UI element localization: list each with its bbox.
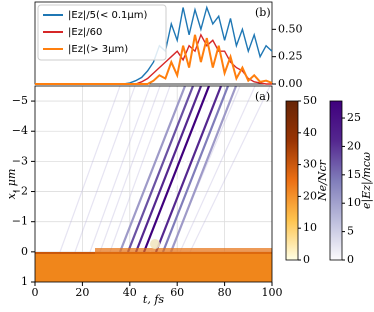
x-tick-label: 20 — [75, 286, 89, 299]
colorbar-tick-label: 0 — [347, 253, 354, 266]
legend-label: |Ez|/60 — [68, 27, 102, 38]
x-tick-label: 100 — [262, 286, 283, 299]
x-tick-label: 80 — [218, 286, 232, 299]
colorbar — [285, 100, 299, 261]
y-tick-label: 0.25 — [278, 50, 303, 63]
y-tick-label: 1 — [21, 275, 28, 288]
colorbar-tick-label: 0 — [303, 253, 310, 266]
colorbar-tick-label: 10 — [347, 196, 361, 209]
line-plot: |Ez|/5(< 0.1μm) |Ez|/60 |Ez|(> 3μm) — [35, 4, 273, 85]
colorbar-tick-label: 40 — [303, 126, 317, 139]
x-tick-label: 60 — [170, 286, 184, 299]
colorbar-tick-label: 25 — [347, 111, 361, 124]
series-line — [35, 34, 273, 85]
legend-label: |Ez|(> 3μm) — [68, 44, 128, 55]
colorbar-tick-label: 15 — [347, 168, 361, 181]
y-tick-label: −2 — [12, 185, 28, 198]
y-tick-label: −5 — [12, 94, 28, 107]
colorbar-tick-label: 20 — [303, 189, 317, 202]
colorbar-tick-label: 30 — [303, 158, 317, 171]
colorbar — [329, 100, 343, 261]
x-axis-label: t, fs — [143, 293, 164, 306]
y-axis-label: x, μm — [5, 169, 18, 200]
panel-label: (a) — [255, 90, 270, 103]
y-tick-label: −1 — [12, 215, 28, 228]
frame — [34, 1, 273, 85]
y-tick-label: 0.50 — [278, 22, 303, 35]
colorbar-tick-label: 10 — [303, 221, 317, 234]
y-tick-label: 0 — [21, 245, 28, 258]
frame — [34, 85, 273, 283]
colorbar-tick-label: 20 — [347, 139, 361, 152]
x-tick-label: 40 — [123, 286, 137, 299]
colorbar-tick-label: 5 — [347, 225, 354, 238]
colorbar-label: Ne/Ncr — [316, 159, 329, 202]
y-tick-label: −3 — [12, 154, 28, 167]
panel-label: (b) — [255, 6, 271, 19]
colorbar-tick-label: 50 — [303, 94, 317, 107]
legend-label: |Ez|/5(< 0.1μm) — [68, 10, 148, 21]
colorbar-label: e|Ez|/mcω — [360, 152, 374, 209]
legend-box — [37, 4, 167, 61]
y-tick-label: −4 — [12, 124, 28, 137]
y-tick-label: 0.00 — [278, 77, 303, 90]
heatmap — [35, 86, 272, 282]
x-tick-label: 0 — [32, 286, 39, 299]
